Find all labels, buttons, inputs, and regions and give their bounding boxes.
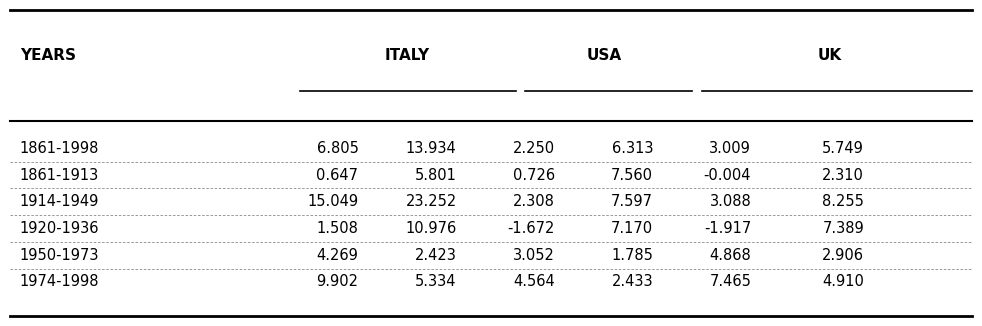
Text: 1.785: 1.785 <box>611 248 653 263</box>
Text: 1974-1998: 1974-1998 <box>20 274 99 289</box>
Text: USA: USA <box>586 48 622 63</box>
Text: 1920-1936: 1920-1936 <box>20 221 99 236</box>
Text: 7.560: 7.560 <box>611 168 653 183</box>
Text: 1.508: 1.508 <box>316 221 358 236</box>
Text: 7.597: 7.597 <box>611 194 653 209</box>
Text: 7.389: 7.389 <box>822 221 864 236</box>
Text: 3.009: 3.009 <box>709 141 751 156</box>
Text: -1.917: -1.917 <box>704 221 751 236</box>
Text: 3.088: 3.088 <box>709 194 751 209</box>
Text: 13.934: 13.934 <box>406 141 457 156</box>
Text: 0.647: 0.647 <box>316 168 358 183</box>
Text: 2.308: 2.308 <box>513 194 555 209</box>
Text: 2.250: 2.250 <box>513 141 555 156</box>
Text: 1861-1998: 1861-1998 <box>20 141 99 156</box>
Text: -0.004: -0.004 <box>704 168 751 183</box>
Text: UK: UK <box>818 48 842 63</box>
Text: 3.052: 3.052 <box>513 248 555 263</box>
Text: YEARS: YEARS <box>20 48 76 63</box>
Text: 1861-1913: 1861-1913 <box>20 168 99 183</box>
Text: 4.564: 4.564 <box>513 274 555 289</box>
Text: 1914-1949: 1914-1949 <box>20 194 99 209</box>
Text: 2.906: 2.906 <box>822 248 864 263</box>
Text: 10.976: 10.976 <box>406 221 457 236</box>
Text: ITALY: ITALY <box>385 48 430 63</box>
Text: 23.252: 23.252 <box>406 194 457 209</box>
Text: 9.902: 9.902 <box>316 274 358 289</box>
Text: 4.910: 4.910 <box>822 274 864 289</box>
Text: 2.423: 2.423 <box>414 248 457 263</box>
Text: 6.313: 6.313 <box>612 141 653 156</box>
Text: 7.465: 7.465 <box>709 274 751 289</box>
Text: 5.801: 5.801 <box>414 168 457 183</box>
Text: 8.255: 8.255 <box>822 194 864 209</box>
Text: 2.310: 2.310 <box>822 168 864 183</box>
Text: 0.726: 0.726 <box>513 168 555 183</box>
Text: 4.868: 4.868 <box>709 248 751 263</box>
Text: 2.433: 2.433 <box>612 274 653 289</box>
Text: 15.049: 15.049 <box>307 194 358 209</box>
Text: 4.269: 4.269 <box>316 248 358 263</box>
Text: 5.334: 5.334 <box>415 274 457 289</box>
Text: 6.805: 6.805 <box>316 141 358 156</box>
Text: 5.749: 5.749 <box>822 141 864 156</box>
Text: 1950-1973: 1950-1973 <box>20 248 99 263</box>
Text: -1.672: -1.672 <box>508 221 555 236</box>
Text: 7.170: 7.170 <box>611 221 653 236</box>
